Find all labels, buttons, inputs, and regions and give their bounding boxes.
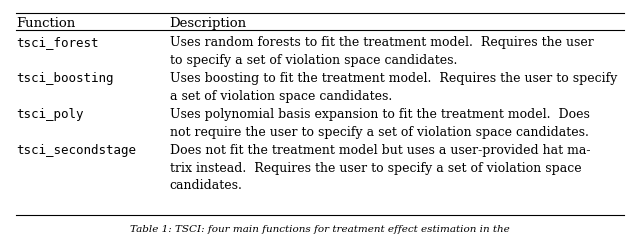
- Text: candidates.: candidates.: [170, 179, 243, 192]
- Text: Uses boosting to fit the treatment model.  Requires the user to specify: Uses boosting to fit the treatment model…: [170, 72, 617, 85]
- Text: Uses random forests to fit the treatment model.  Requires the user: Uses random forests to fit the treatment…: [170, 36, 593, 49]
- Text: not require the user to specify a set of violation space candidates.: not require the user to specify a set of…: [170, 126, 588, 139]
- Text: Description: Description: [170, 17, 247, 30]
- Text: Does not fit the treatment model but uses a user-provided hat ma-: Does not fit the treatment model but use…: [170, 144, 590, 157]
- Text: Function: Function: [16, 17, 76, 30]
- Text: to specify a set of violation space candidates.: to specify a set of violation space cand…: [170, 54, 457, 67]
- Text: tsci_poly: tsci_poly: [16, 108, 83, 121]
- Text: tsci_boosting: tsci_boosting: [16, 72, 113, 85]
- Text: tsci_forest: tsci_forest: [16, 36, 99, 49]
- Text: Table 1: TSCI: four main functions for treatment effect estimation in the: Table 1: TSCI: four main functions for t…: [130, 225, 510, 234]
- Text: a set of violation space candidates.: a set of violation space candidates.: [170, 90, 392, 103]
- Text: trix instead.  Requires the user to specify a set of violation space: trix instead. Requires the user to speci…: [170, 162, 581, 175]
- Text: tsci_secondstage: tsci_secondstage: [16, 144, 136, 157]
- Text: Uses polynomial basis expansion to fit the treatment model.  Does: Uses polynomial basis expansion to fit t…: [170, 108, 589, 121]
